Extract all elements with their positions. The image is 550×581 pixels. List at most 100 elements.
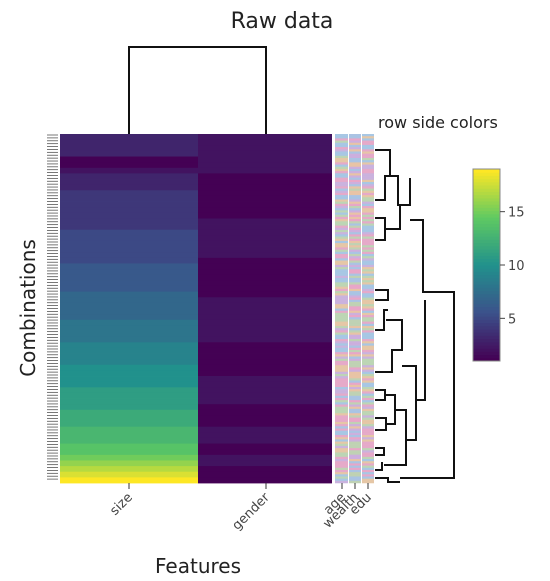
heatmap-cell <box>198 454 332 461</box>
side-color-cell <box>349 467 361 471</box>
side-color-cell <box>362 395 374 399</box>
side-color-cell <box>349 229 361 233</box>
heatmap-cell <box>60 437 198 444</box>
side-color-cell <box>362 480 374 484</box>
side-color-cell <box>362 317 374 320</box>
side-color-cell <box>335 195 348 198</box>
side-color-cell <box>362 210 374 213</box>
side-color-cell <box>362 413 374 416</box>
heatmap-cell <box>60 173 198 180</box>
heatmap-cell <box>198 437 332 444</box>
side-color-cell <box>349 411 361 414</box>
heatmap-cell <box>198 409 332 416</box>
heatmap-cell <box>60 212 198 219</box>
colorbar-segment <box>473 345 500 349</box>
side-color-cell <box>349 247 361 250</box>
colorbar-segment <box>473 319 500 324</box>
side-color-cell <box>335 360 348 364</box>
side-color-cell <box>362 277 374 281</box>
side-color-cell <box>335 275 348 279</box>
colorbar-segment <box>473 255 500 260</box>
heatmap-cell <box>60 257 198 264</box>
side-color-cell <box>335 277 348 281</box>
side-color-cell <box>362 251 374 255</box>
heatmap-cell <box>198 319 332 326</box>
colorbar-segment <box>473 261 500 266</box>
heatmap-cell <box>198 471 332 478</box>
side-color-cell <box>362 369 374 373</box>
side-color-cell <box>349 321 361 325</box>
side-color-cell <box>349 428 361 431</box>
side-color-cell <box>349 173 361 176</box>
side-color-cell <box>349 480 361 484</box>
side-color-cell <box>335 317 348 320</box>
heatmap-cell <box>198 331 332 338</box>
side-color-cell <box>335 164 348 168</box>
side-color-cell <box>335 384 348 388</box>
side-color-cell <box>335 166 348 170</box>
side-color-cell <box>335 136 348 139</box>
side-color-cell <box>362 197 374 200</box>
side-color-cell <box>335 179 348 183</box>
side-color-cell <box>335 310 348 314</box>
side-color-cell <box>335 321 348 325</box>
side-color-cell <box>349 393 361 397</box>
side-color-cell <box>362 393 374 397</box>
side-color-cell <box>362 232 374 235</box>
colorbar-segment <box>473 325 500 330</box>
heatmap-cell <box>60 454 198 461</box>
side-color-cell <box>362 249 374 253</box>
side-color-cell <box>335 253 348 257</box>
side-color-cell <box>335 404 348 407</box>
side-color-cell <box>349 380 361 383</box>
side-color-cell <box>335 315 348 318</box>
heatmap-cell <box>60 421 198 428</box>
side-color-cell <box>335 339 348 342</box>
colorbar-segment <box>473 194 500 199</box>
side-color-cell <box>349 136 361 139</box>
colorbar-segment <box>473 313 500 317</box>
side-color-cell <box>362 186 374 189</box>
side-color-cell <box>335 387 348 390</box>
side-color-cell <box>349 179 361 183</box>
side-color-cell <box>349 328 361 331</box>
side-color-cell <box>362 352 374 355</box>
colorbar-segment <box>473 290 500 295</box>
colorbar-segment <box>473 169 500 173</box>
heatmap-cell <box>60 235 198 242</box>
colorbar-tick-label: 10 <box>508 259 525 274</box>
heatmap-cell <box>60 269 198 276</box>
side-color-cell <box>349 293 361 296</box>
colorbar-segment <box>473 213 500 218</box>
side-color-cell <box>335 251 348 255</box>
heatmap-cell <box>198 370 332 377</box>
heatmap-cell <box>198 224 332 231</box>
colorbar-segment <box>473 265 500 269</box>
side-color-cell <box>349 271 361 274</box>
side-color-cell <box>362 188 374 192</box>
colorbar-segment <box>473 191 500 196</box>
heatmap-cell <box>60 443 198 450</box>
side-color-cell <box>335 389 348 392</box>
side-color-cell <box>349 275 361 279</box>
heatmap-cell <box>60 162 198 169</box>
side-color-cell <box>362 382 374 386</box>
side-color-cell <box>335 282 348 285</box>
colorbar-tick-label: 5 <box>508 312 516 327</box>
side-color-cell <box>362 450 374 453</box>
colorbar-segment <box>473 332 500 336</box>
side-color-cell <box>362 203 374 207</box>
side-color-cell <box>349 171 361 174</box>
side-color-cell <box>349 415 361 418</box>
dendrogram-link <box>384 409 407 466</box>
side-color-cell <box>335 448 348 451</box>
heatmap-cell <box>60 297 198 304</box>
heatmap-cell <box>60 325 198 332</box>
side-color-cell <box>349 402 361 405</box>
side-color-cell <box>362 363 374 366</box>
side-color-cell <box>335 262 348 266</box>
heatmap-cell <box>198 336 332 343</box>
heatmap-cell <box>60 229 198 236</box>
colorbar-segment <box>473 233 500 237</box>
side-color-cell <box>335 208 348 211</box>
